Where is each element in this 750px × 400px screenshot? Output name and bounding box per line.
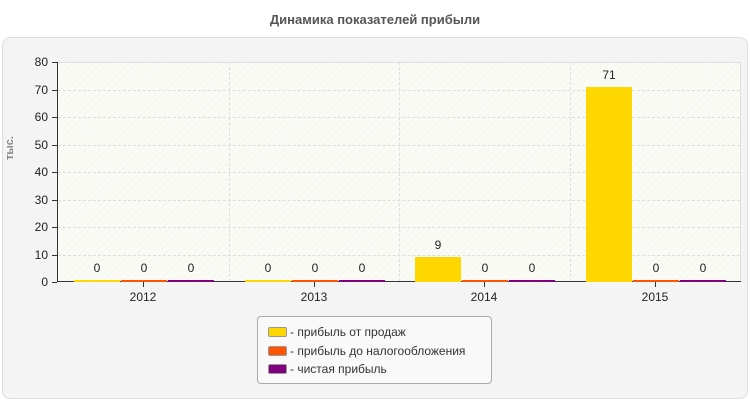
bar[interactable] (339, 280, 385, 282)
y-tick-mark (52, 200, 57, 201)
bar-value-label: 0 (528, 261, 536, 275)
legend-label: - прибыль до налогообложения (290, 344, 466, 358)
legend-swatch-icon (268, 346, 287, 356)
bar-value-label: 0 (187, 261, 195, 275)
bar-value-label: 0 (264, 261, 272, 275)
y-tick-label: 10 (34, 248, 48, 262)
legend-item-sales-profit[interactable]: - прибыль от продаж (268, 325, 406, 339)
bar[interactable] (509, 280, 555, 282)
y-axis-title: тыс. (4, 136, 16, 160)
bar[interactable] (462, 280, 508, 282)
bar-value-label: 71 (602, 68, 616, 82)
y-tick-mark (52, 172, 57, 173)
y-tick-mark (52, 117, 57, 118)
y-tick-mark (52, 145, 57, 146)
bar-value-label: 0 (93, 261, 101, 275)
y-tick-label: 30 (34, 193, 48, 207)
x-tick-label: 2014 (470, 290, 498, 304)
v-grid-line (570, 62, 571, 282)
bar-value-label: 9 (434, 238, 442, 252)
bar[interactable] (633, 280, 679, 282)
bar-value-label: 0 (652, 261, 660, 275)
bar[interactable] (292, 280, 338, 282)
bar[interactable] (415, 257, 461, 282)
bar[interactable] (586, 87, 632, 282)
bar[interactable] (168, 280, 214, 282)
legend-swatch-icon (268, 327, 287, 337)
legend-label: - прибыль от продаж (290, 325, 406, 339)
bar[interactable] (680, 280, 726, 282)
x-tick-label: 2012 (129, 290, 157, 304)
y-tick-label: 60 (34, 110, 48, 124)
x-tick-label: 2015 (641, 290, 669, 304)
legend-item-net-profit[interactable]: - чистая прибыль (268, 362, 387, 376)
bar[interactable] (74, 280, 120, 282)
legend-item-pretax-profit[interactable]: - прибыль до налогообложения (268, 344, 465, 358)
y-tick-label: 70 (34, 83, 48, 97)
bar[interactable] (245, 280, 291, 282)
bar-value-label: 0 (481, 261, 489, 275)
y-tick-mark (52, 282, 57, 283)
legend-label: - чистая прибыль (290, 362, 387, 376)
legend: - прибыль от продаж - прибыль до налогоо… (257, 316, 492, 384)
y-tick-mark (52, 227, 57, 228)
v-grid-line (229, 62, 230, 282)
y-tick-label: 0 (41, 275, 48, 289)
v-grid-line (399, 62, 400, 282)
x-tick-mark (314, 282, 315, 287)
chart-title: Динамика показателей прибыли (269, 12, 481, 27)
y-tick-mark (52, 90, 57, 91)
bar-value-label: 0 (358, 261, 366, 275)
legend-swatch-icon (268, 364, 287, 374)
y-tick-mark (52, 62, 57, 63)
y-axis-line (57, 62, 58, 282)
y-tick-mark (52, 255, 57, 256)
x-tick-label: 2013 (300, 290, 328, 304)
y-tick-label: 20 (34, 220, 48, 234)
bar-value-label: 0 (140, 261, 148, 275)
bar-value-label: 0 (311, 261, 319, 275)
y-tick-label: 80 (34, 55, 48, 69)
x-tick-mark (484, 282, 485, 287)
y-tick-label: 40 (34, 165, 48, 179)
x-axis-line (57, 281, 741, 282)
x-tick-mark (655, 282, 656, 287)
bar-value-label: 0 (699, 261, 707, 275)
y-tick-label: 50 (34, 138, 48, 152)
x-tick-mark (143, 282, 144, 287)
bar[interactable] (121, 280, 167, 282)
